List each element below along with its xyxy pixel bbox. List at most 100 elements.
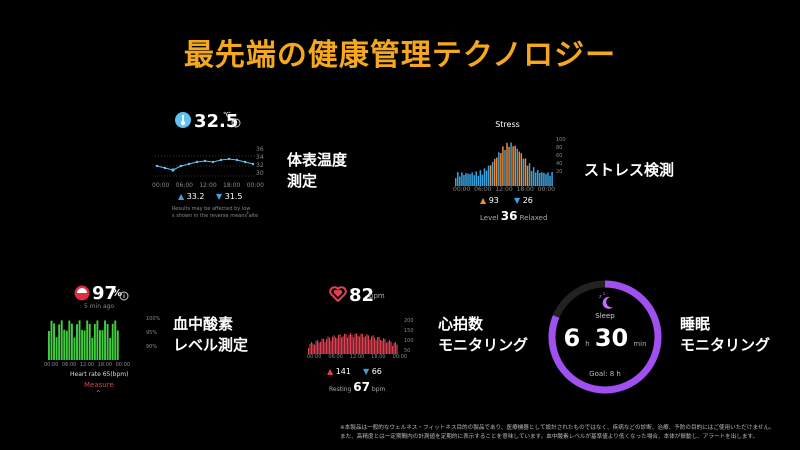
stress-bar [473,175,475,186]
stress-bar [502,146,504,186]
temperature-widget: 32.5 ℃ 36 34 32 30 00:00 06:00 12:00 18:00 00:0… [150,108,270,219]
spo2-bar [114,320,117,360]
temperature-max: ▲ 33.2 [178,192,205,201]
stress-bar [543,172,545,186]
heart-rate-value: 82 [349,285,375,306]
heart-rate-bar [327,336,329,354]
stress-bar [516,148,518,186]
heart-rate-bar [318,342,320,354]
page-headline: 最先端の健康管理テクノロジー [183,38,617,73]
feature-label-temperature: 体表温度 測定 [287,151,348,190]
stress-bar [493,158,496,186]
stress-bar [481,174,484,186]
stress-bar [467,173,469,186]
heart-rate-bar [342,336,344,354]
spo2-bar [109,337,112,360]
sleep-duration: 6 h 30 min [563,324,647,352]
stress-bar [487,165,490,186]
info-icon[interactable] [119,291,129,301]
stress-bar [465,173,467,186]
stress-scale: 100 80 60 40 20 [556,137,566,175]
spo2-bar [70,323,73,360]
heart-rate-chart [308,333,398,354]
stress-bar [477,175,480,186]
heart-rate-bar [377,337,379,354]
stress-level-value: 36 [500,209,518,223]
spo2-bar [48,330,50,360]
stress-bar [498,152,500,186]
spo2-bar [58,324,61,360]
heart-rate-bar [369,339,371,354]
stress-bar [539,172,541,186]
spo2-bar [73,337,76,360]
heart-rate-bar [378,336,380,354]
spo2-bar [88,323,91,360]
heart-rate-min: ▼ 66 [363,367,382,376]
spo2-bar [53,323,55,360]
heart-rate-bar [338,334,340,354]
stress-bar [541,172,543,186]
spo2-bar [65,330,68,360]
heart-rate-bar [312,343,314,354]
spo2-chart [48,320,119,360]
stress-bar [514,145,516,186]
spo2-bar [106,323,109,360]
stress-bar [496,157,498,186]
stress-bar [526,165,529,186]
temperature-unit: ℃ [223,111,231,119]
stress-bar [506,142,508,186]
stress-bar [534,172,537,186]
stress-bar [524,158,527,186]
heart-rate-bar [395,341,397,354]
stress-bar [483,168,486,186]
stress-bar [547,172,549,186]
heart-rate-bar [348,334,350,354]
heart-rate-bar [335,337,337,354]
heart-rate-bar [317,340,319,354]
info-icon[interactable] [231,118,241,128]
heart-rate-bar [365,336,367,354]
spo2-bar [111,323,114,360]
heart-rate-bar [336,338,338,354]
temperature-value: 32.5 [194,111,239,132]
stress-bar [545,174,547,186]
spo2-bar [91,337,94,360]
stress-min: ▼ 26 [514,196,533,205]
measure-button[interactable]: Measure [84,381,114,389]
heart-rate-bar [368,335,370,354]
stress-level: Level 36 Relaxed [480,209,548,223]
spo2-bar [76,324,78,360]
stress-chart [455,142,553,186]
heart-rate-scale: 200 150 100 50 [404,318,414,354]
heart-rate-bar [372,335,374,354]
chevron-up-icon[interactable]: ⌃ [95,389,102,398]
heart-rate-bar [366,334,368,354]
sleep-goal: Goal: 8 h [589,370,621,378]
stress-title: Stress [495,120,520,129]
heart-rate-bar [309,343,311,354]
svg-text:z: z [603,291,605,296]
heart-rate-bar [354,333,356,354]
stress-axis: 00:00 06:00 12:00 18:00 00:00 [453,186,555,193]
disclaimer: ※本製品は一般的なウェルネス・フィットネス目的の製品であり、医療機器として設計さ… [340,425,775,440]
spo2-scale: 100% 95% 90% [146,316,161,350]
stress-bar [530,170,533,186]
chevron-right-icon[interactable]: › [246,208,250,217]
heart-rate-bar [386,342,388,354]
spo2-bar [99,330,101,360]
heart-rate-bar [360,333,362,354]
temperature-axis: 00:00 06:00 12:00 18:00 00:00 [152,182,264,189]
stress-bar [463,174,465,186]
stress-bar [471,172,473,186]
stress-bar [455,177,457,186]
heart-rate-max: ▲ 141 [327,367,351,376]
spo2-bar [86,320,89,360]
heart-rate-bar [315,341,317,354]
feature-label-stress: ストレス検測 [584,161,675,179]
resting-heart-rate: Resting 67 bpm [329,380,386,394]
heart-rate-bar [392,345,394,354]
heart-rate-bar [387,341,389,354]
stress-bar [551,172,553,186]
spo2-bar [68,320,71,360]
stress-widget: Stress 100 80 60 40 20 00:00 06:00 12:00 18:00 0… [450,118,570,228]
